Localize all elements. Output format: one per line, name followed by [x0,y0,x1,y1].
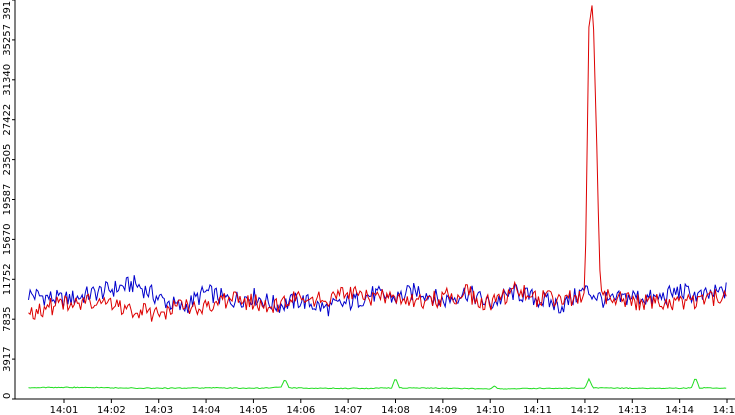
y-tick-label: 3917 [2,346,13,371]
y-tick-label: 31340 [2,64,13,96]
x-tick-label: 14:03 [144,405,173,415]
series-layer [28,5,727,390]
y-tick-label: 15670 [2,223,13,255]
x-tick-label: 14:05 [239,405,268,415]
y-tick-label: 35257 [2,24,13,56]
series-line-1 [28,275,727,317]
y-tick-label: 19587 [2,184,13,216]
y-tick-label: 7835 [2,306,13,331]
x-tick-label: 14:08 [381,405,410,415]
x-tick-label: 14:15 [713,405,735,415]
y-tick-label: 23505 [2,144,13,176]
x-tick-label: 14:04 [192,405,221,415]
x-tick-label: 14:10 [476,405,505,415]
x-tick-label: 14:02 [97,405,126,415]
x-tick-label: 14:12 [571,405,600,415]
series-line-3 [28,377,727,390]
x-tick-label: 14:11 [523,405,552,415]
y-tick-label: 11752 [2,263,13,295]
x-tick-label: 14:14 [665,405,694,415]
y-axis-ticks: 0 3917 7835 11752 15670 19587 23505 27422 31340 3… [2,0,15,400]
x-tick-label: 14:07 [334,405,363,415]
x-axis-ticks: 14:01 14:02 14:03 14:04 14:05 14:06 14:07 14:08… [50,399,735,415]
x-tick-label: 14:13 [618,405,647,415]
y-tick-label: 0 [2,393,13,399]
x-tick-label: 14:09 [428,405,457,415]
y-tick-label: 27422 [2,104,13,136]
x-tick-label: 14:06 [286,405,315,415]
y-tick-label: 39175 [2,0,13,20]
x-tick-label: 14:01 [50,405,79,415]
series-line-2 [28,5,727,322]
